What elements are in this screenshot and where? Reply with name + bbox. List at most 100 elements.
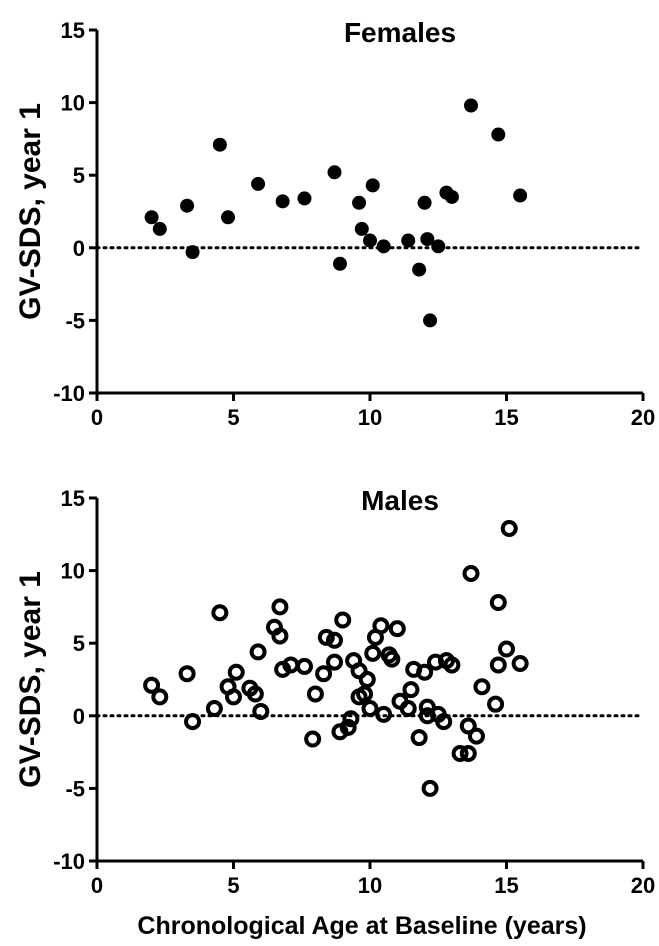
- x-tick-label: 10: [358, 405, 382, 430]
- y-axis-label: GV-SDS, year 1: [14, 571, 47, 788]
- males-data-point: [282, 656, 300, 674]
- males-data-point: [500, 519, 518, 537]
- males-data-point: [372, 617, 390, 635]
- males-panel: Males GV-SDS, year 1 Chronological Age at …: [14, 485, 655, 940]
- females-data-point: [185, 245, 200, 260]
- males-data-point: [435, 713, 453, 731]
- females-panel: Females GV-SDS, year 1 -10 -5 0 5 10 15 0 5 10 15 20: [14, 17, 655, 430]
- males-data-point: [306, 685, 324, 703]
- males-data-point: [489, 656, 507, 674]
- males-data-point: [315, 665, 333, 683]
- females-data-point: [297, 191, 312, 206]
- y-tick-label: -5: [65, 308, 85, 333]
- males-data-point: [487, 695, 505, 713]
- males-data-point: [383, 650, 401, 668]
- chart-title: Males: [361, 485, 439, 516]
- x-tick-label: 20: [631, 405, 655, 430]
- females-data-point: [464, 98, 479, 113]
- males-data-point: [358, 671, 376, 688]
- y-tick-label: 15: [61, 486, 85, 511]
- females-data-point: [491, 127, 506, 142]
- males-data-point: [326, 631, 344, 649]
- y-tick-label: -10: [53, 381, 85, 406]
- males-data-point: [443, 656, 461, 674]
- females-data-point: [144, 210, 159, 225]
- males-data-point: [143, 676, 161, 694]
- females-data-point: [412, 262, 427, 277]
- males-data-point: [295, 657, 313, 675]
- females-data-point: [332, 256, 347, 271]
- x-tick-label: 5: [227, 873, 239, 898]
- males-data-point: [462, 565, 480, 583]
- x-tick-label: 20: [631, 873, 655, 898]
- males-data-point: [334, 611, 352, 629]
- females-data-point: [221, 210, 236, 225]
- x-tick-label: 10: [358, 873, 382, 898]
- males-data-point: [399, 700, 417, 718]
- chart-title: Females: [344, 17, 456, 48]
- females-data-point: [444, 189, 459, 204]
- females-data-point: [365, 178, 380, 193]
- females-data-point: [352, 195, 367, 210]
- x-tick-label: 5: [227, 405, 239, 430]
- y-tick-label: 5: [73, 631, 85, 656]
- males-data-point: [252, 702, 270, 720]
- males-data-point: [410, 729, 428, 747]
- females-data-point: [417, 195, 432, 210]
- y-tick-label: -10: [53, 849, 85, 874]
- males-data-point: [416, 663, 434, 681]
- males-data-point: [151, 688, 169, 706]
- y-tick-label: 10: [61, 559, 85, 584]
- males-data-point: [205, 700, 223, 718]
- males-data-point: [421, 779, 439, 797]
- y-tick-label: 0: [73, 704, 85, 729]
- males-data-point: [326, 653, 344, 671]
- males-data-point: [304, 730, 322, 748]
- y-tick-label: 5: [73, 163, 85, 188]
- y-axis-label: GV-SDS, year 1: [14, 103, 47, 320]
- females-data-point: [513, 188, 528, 203]
- y-tick-label: -5: [65, 776, 85, 801]
- males-data-point: [361, 700, 379, 718]
- males-data-point: [178, 665, 196, 683]
- males-data-point: [364, 644, 382, 662]
- females-data-point: [431, 239, 446, 254]
- females-data-point: [152, 221, 167, 236]
- males-data-point: [342, 710, 360, 728]
- males-data-point: [388, 620, 406, 638]
- x-tick-label: 15: [494, 405, 518, 430]
- females-data-point: [180, 198, 195, 213]
- males-data-point: [184, 713, 202, 731]
- males-data-point: [451, 745, 469, 763]
- males-data-point: [489, 594, 507, 612]
- males-data-point: [459, 717, 477, 735]
- males-data-point: [339, 718, 357, 736]
- females-data-point: [275, 194, 290, 209]
- females-data-point: [251, 176, 266, 191]
- males-data-point: [511, 655, 529, 673]
- females-data-point: [376, 239, 391, 254]
- females-data-point: [420, 232, 435, 247]
- x-tick-label: 15: [494, 873, 518, 898]
- males-data-point: [227, 663, 245, 681]
- y-tick-label: 10: [61, 91, 85, 116]
- males-data-point: [317, 628, 335, 646]
- males-data-point: [211, 604, 229, 622]
- females-data-point: [327, 165, 342, 180]
- males-data-point: [246, 685, 264, 703]
- males-data-point: [271, 627, 289, 645]
- x-tick-label: 0: [91, 873, 103, 898]
- males-data-point: [402, 681, 420, 699]
- males-data-point: [225, 688, 242, 706]
- y-tick-label: 15: [61, 18, 85, 43]
- males-data-point: [467, 727, 485, 745]
- x-tick-label: 0: [91, 405, 103, 430]
- males-data-point: [271, 598, 289, 616]
- females-data-point: [363, 233, 377, 248]
- females-data-point: [212, 137, 227, 152]
- x-axis-label: Chronological Age at Baseline (years): [137, 912, 586, 940]
- females-data-point: [354, 221, 369, 236]
- y-tick-label: 0: [73, 236, 85, 261]
- males-data-point: [473, 678, 491, 696]
